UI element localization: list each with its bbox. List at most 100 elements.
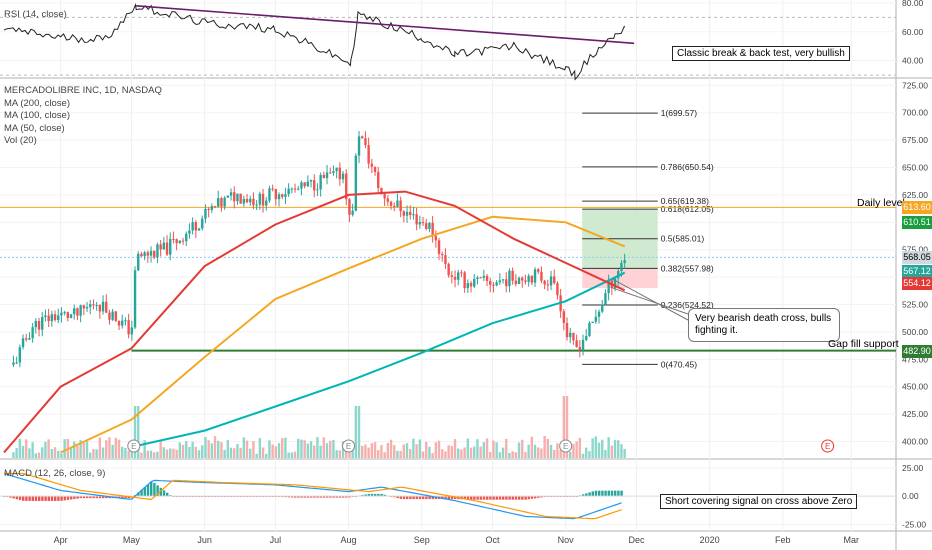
volume-bar xyxy=(453,439,457,458)
ma50-line xyxy=(3,190,626,454)
macd-histogram-bar xyxy=(31,496,34,501)
rsi-tick-label: 80.00 xyxy=(902,0,924,8)
candle-body xyxy=(284,194,287,197)
volume-bar xyxy=(28,448,31,458)
volume-bar xyxy=(594,436,598,458)
candle-body xyxy=(569,332,572,338)
volume-bar xyxy=(572,443,575,458)
macd-histogram xyxy=(2,481,623,501)
volume-bar xyxy=(527,444,530,458)
price-tick-label: 650.00 xyxy=(902,163,928,173)
volume-bar xyxy=(405,443,409,458)
volume-bar xyxy=(338,450,342,458)
candle-body xyxy=(437,240,441,254)
candle-body xyxy=(562,311,566,324)
macd-histogram-bar xyxy=(92,496,95,499)
volume-bar xyxy=(165,449,169,458)
candle-body xyxy=(514,280,518,284)
volume-bar xyxy=(140,452,143,458)
volume-bar xyxy=(521,439,524,458)
volume-bar xyxy=(265,453,268,458)
macd-histogram-bar xyxy=(329,496,332,498)
rsi-annotation: Classic break & back test, very bullish xyxy=(672,46,850,61)
volume-bar xyxy=(332,440,335,458)
candle-body xyxy=(383,194,386,199)
macd-histogram-bar xyxy=(594,490,598,497)
volume-bar xyxy=(105,440,108,458)
macd-histogram-bar xyxy=(527,496,530,500)
macd-histogram-bar xyxy=(303,496,306,498)
volume-bar xyxy=(297,438,300,458)
macd-histogram-bar xyxy=(326,496,329,498)
rsi-tick-label: 60.00 xyxy=(902,27,924,37)
macd-histogram-bar xyxy=(44,496,47,501)
month-tick-label: Sep xyxy=(414,535,430,545)
macd-histogram-bar xyxy=(492,496,495,500)
fib-red-zone xyxy=(582,268,658,289)
macd-histogram-bar xyxy=(169,495,172,497)
volume-bar xyxy=(537,447,540,458)
macd-histogram-bar xyxy=(377,493,380,497)
candle-body xyxy=(268,188,271,201)
volume-bar xyxy=(361,445,364,458)
volume-bar xyxy=(255,453,258,458)
callout-pointer xyxy=(612,278,689,321)
candle-body xyxy=(367,145,370,164)
volume-bar xyxy=(540,448,543,458)
macd-histogram-bar xyxy=(454,496,457,500)
volume-bar xyxy=(172,448,175,458)
candle-body xyxy=(89,304,92,308)
candle-body xyxy=(34,321,38,328)
volume-bar xyxy=(124,447,127,458)
candle-body xyxy=(396,200,399,207)
candle-body xyxy=(239,193,242,204)
rsi-legend: RSI (14, close) xyxy=(4,9,67,20)
candle-body xyxy=(482,275,486,278)
macd-histogram-bar xyxy=(585,493,588,497)
volume-bar xyxy=(201,445,204,458)
volume-bar xyxy=(245,440,249,458)
volume-bar xyxy=(153,452,156,458)
candle-body xyxy=(297,188,300,190)
candle-body xyxy=(258,193,262,205)
macd-histogram-bar xyxy=(159,487,162,497)
macd-histogram-bar xyxy=(18,496,22,500)
volume-bar xyxy=(293,451,297,458)
volume-bar xyxy=(341,441,345,458)
volume-bar xyxy=(601,439,604,458)
volume-bar xyxy=(562,396,566,458)
price-tick-label: 450.00 xyxy=(902,382,928,392)
macd-histogram-bar xyxy=(476,496,479,500)
month-tick-label: Nov xyxy=(558,535,575,545)
candle-body xyxy=(127,320,130,335)
candle-body xyxy=(601,304,604,312)
macd-histogram-bar xyxy=(66,496,70,500)
price-tag: 567.12 xyxy=(902,265,932,279)
price-tag: 610.51 xyxy=(902,216,932,230)
candle-body xyxy=(178,240,182,244)
month-tick-label: Jun xyxy=(197,535,212,545)
candle-body xyxy=(28,338,31,340)
candle-body xyxy=(12,362,15,365)
macd-histogram-bar xyxy=(495,496,498,500)
candle-body xyxy=(25,338,28,340)
candle-body xyxy=(293,188,297,190)
volume-bar xyxy=(229,447,233,458)
macd-histogram-bar xyxy=(422,496,425,500)
macd-histogram-bar xyxy=(412,496,415,500)
candle-body xyxy=(98,305,102,312)
volume-bar xyxy=(585,447,588,458)
volume-bar xyxy=(21,445,25,458)
candle-body xyxy=(591,321,594,323)
volume-bar xyxy=(469,447,473,458)
macd-histogram-bar xyxy=(530,496,534,499)
macd-histogram-bar xyxy=(137,492,140,497)
candle-body xyxy=(322,174,326,179)
macd-histogram-bar xyxy=(364,494,367,497)
volume-bar xyxy=(149,450,153,458)
macd-histogram-bar xyxy=(380,493,383,497)
volume-bar xyxy=(524,452,527,458)
candle-body xyxy=(620,262,623,271)
month-tick-label: Aug xyxy=(341,535,357,545)
